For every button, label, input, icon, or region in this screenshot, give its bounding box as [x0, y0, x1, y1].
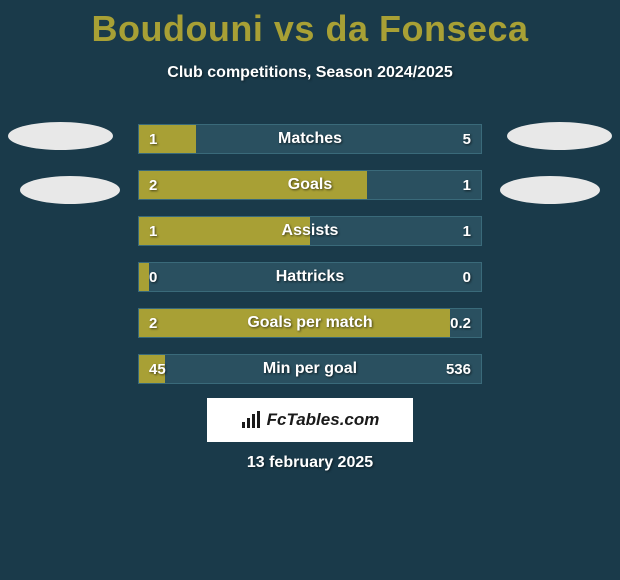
- stat-bar: 20.2Goals per match: [138, 308, 482, 338]
- stat-label: Goals per match: [139, 309, 481, 337]
- stat-bars-container: 15Matches 21Goals 11Assists 00Hattricks 20.2…: [138, 124, 482, 400]
- player-left-ellipse-2: [20, 176, 120, 204]
- stat-label: Hattricks: [139, 263, 481, 291]
- comparison-subtitle: Club competitions, Season 2024/2025: [0, 64, 620, 82]
- player-right-ellipse-2: [500, 176, 600, 204]
- source-badge: FcTables.com: [207, 398, 413, 442]
- stat-bar: 11Assists: [138, 216, 482, 246]
- comparison-title: Boudouni vs da Fonseca: [0, 0, 620, 50]
- source-badge-text: FcTables.com: [267, 410, 380, 430]
- stat-bar: 15Matches: [138, 124, 482, 154]
- stat-label: Matches: [139, 125, 481, 153]
- stat-label: Assists: [139, 217, 481, 245]
- player-left-ellipse-1: [8, 122, 113, 150]
- stat-bar: 21Goals: [138, 170, 482, 200]
- stat-bar: 00Hattricks: [138, 262, 482, 292]
- stat-label: Goals: [139, 171, 481, 199]
- snapshot-date: 13 february 2025: [0, 454, 620, 472]
- stat-label: Min per goal: [139, 355, 481, 383]
- stat-bar: 45536Min per goal: [138, 354, 482, 384]
- chart-icon: [241, 411, 261, 429]
- player-right-ellipse-1: [507, 122, 612, 150]
